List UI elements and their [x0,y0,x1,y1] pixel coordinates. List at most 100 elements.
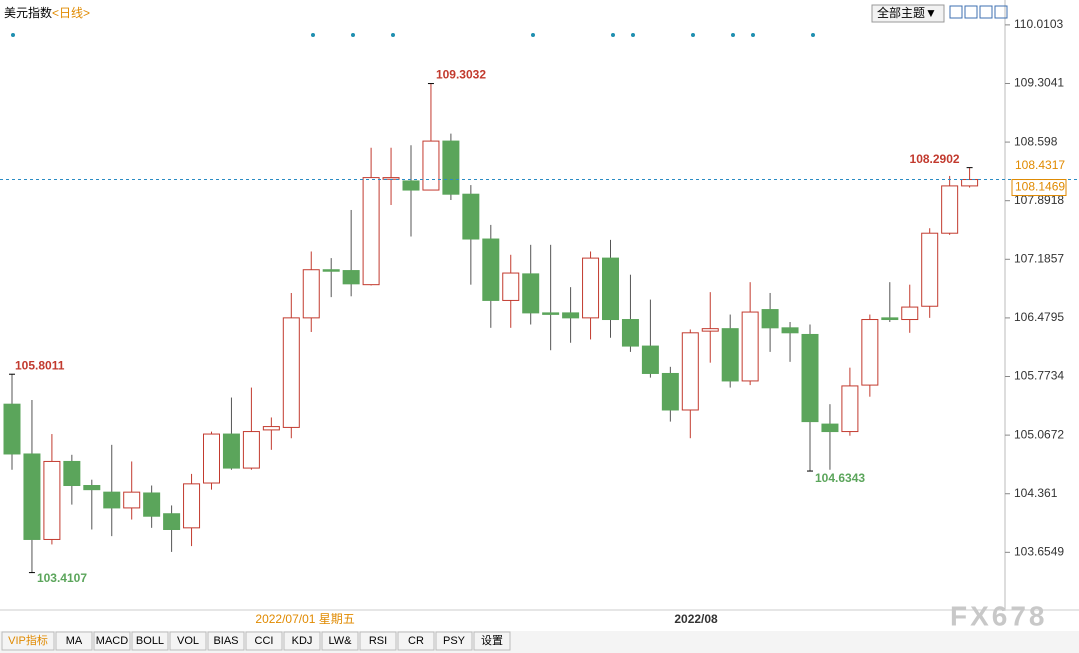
candle-body [961,179,979,187]
candle-body [542,312,560,315]
candle-body [422,140,440,191]
candle-body [582,257,600,319]
tab[interactable] [397,631,435,651]
tab-label[interactable]: RSI [369,635,387,647]
candle-body [103,491,121,509]
candle-body [123,491,141,509]
candle-body [183,483,201,529]
candle-body [502,272,520,301]
y-tick-label: 109.3041 [1014,76,1064,90]
tab[interactable] [245,631,283,651]
candle-body [861,319,879,386]
candle-body [482,238,500,301]
candle-body [203,433,220,484]
candle-body [941,185,959,234]
candle-body [362,177,380,286]
tab[interactable] [207,631,245,651]
tab-label[interactable]: BIAS [213,635,238,647]
candle-body [342,270,360,285]
last-price-box [1011,179,1067,197]
x-tick-label: 2022/08 [674,612,718,626]
chart-subtitle: <日线> [52,6,90,20]
last-price-label: 108.1469 [1015,180,1065,194]
tab-label[interactable]: PSY [443,635,466,647]
x-tick-label: 2022/07/01 星期五 [255,612,354,626]
candle-body [222,433,240,469]
candle-body [402,180,420,191]
candle-body [661,372,679,411]
tab-label[interactable]: MACD [96,635,128,647]
candle-body [3,403,21,455]
tab[interactable] [435,631,473,651]
tab-label[interactable]: CCI [255,635,274,647]
candle-body [462,193,480,240]
candle-body [43,460,61,540]
candle-body [522,273,540,314]
candle-body [641,345,659,374]
tab-label[interactable]: BOLL [136,635,164,647]
candle-body [562,312,580,319]
candle-body [63,460,81,487]
y-tick-label: 103.6549 [1014,544,1064,558]
tab-label[interactable]: 设置 [481,634,503,647]
candle-body [701,328,719,332]
candle-body [262,426,280,431]
watermark: FX678 [950,600,1048,631]
extreme-label: 104.6343 [815,471,865,485]
tab-label[interactable]: KDJ [292,635,313,647]
candle-body [681,332,699,411]
candle-body [821,423,839,433]
tab[interactable] [473,631,511,651]
candle-body [143,492,161,517]
candle-body [442,140,460,195]
candle-body [881,317,899,321]
candle-body [163,513,181,530]
candle-body [302,269,320,319]
candle-body [921,232,939,307]
candle-body [382,177,400,180]
candle-body [621,319,639,347]
tab-label[interactable]: VOL [177,635,199,647]
chart-title: 美元指数 [4,5,52,20]
candle-body [781,327,799,334]
extreme-label: 105.8011 [15,358,65,372]
candle-body [83,485,101,491]
candle-body [741,311,759,382]
tab[interactable] [359,631,397,651]
y-tick-label: 107.1857 [1014,251,1064,265]
candle-body [761,309,779,329]
y-tick-label: 104.361 [1014,486,1058,500]
y-tick-label: 110.0103 [1014,17,1063,31]
event-dots [11,33,815,37]
tab[interactable] [93,631,131,651]
y-tick-label: 108.598 [1014,134,1058,148]
ref-level-label: 108.4317 [1015,158,1065,172]
theme-button[interactable] [871,4,945,23]
tab[interactable] [321,631,359,651]
tab[interactable] [131,631,169,651]
candle-body [242,431,260,469]
y-tick-label: 107.8918 [1014,193,1064,207]
y-tick-label: 105.7734 [1014,369,1064,383]
candle-body [322,269,340,272]
y-tick-label: 105.0672 [1014,427,1064,441]
extreme-label: 108.2902 [910,152,960,166]
tab[interactable] [169,631,207,651]
y-tick-label: 106.4795 [1014,310,1064,324]
candle-body [282,317,300,428]
candle-body [901,306,919,321]
candle-body [602,257,619,321]
extreme-label: 109.3032 [436,68,486,82]
tab[interactable] [55,631,93,651]
tab[interactable] [283,631,321,651]
theme-button-label[interactable]: 全部主题▼ [877,5,937,20]
tab-label[interactable]: CR [408,635,424,647]
toolbar-icons[interactable] [949,5,1008,19]
tab-label[interactable]: LW& [328,635,352,647]
tab-label[interactable]: MA [66,635,83,647]
tab[interactable] [1,631,55,651]
candle-body [841,385,859,433]
tab-label[interactable]: VIP指标 [8,633,48,647]
